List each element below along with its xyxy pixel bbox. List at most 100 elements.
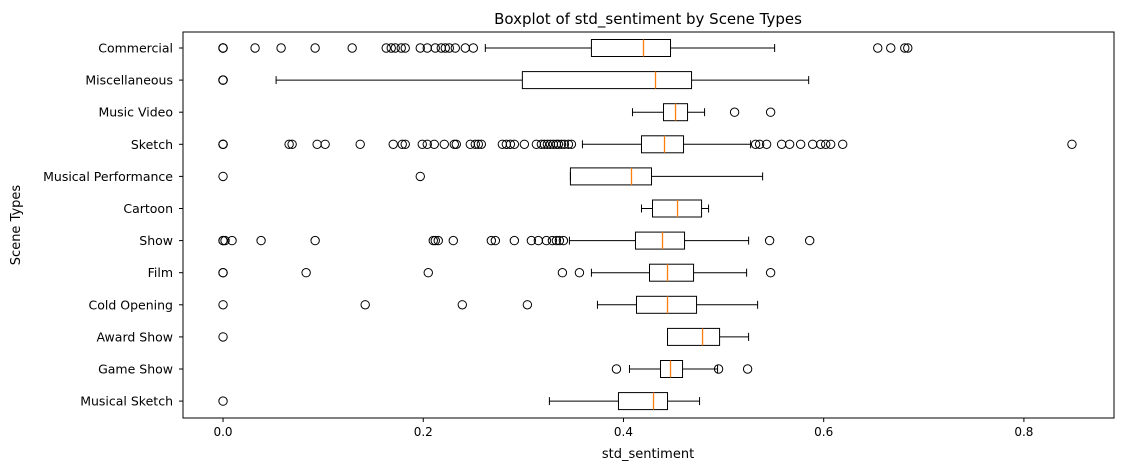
box-iqr (635, 295, 698, 314)
y-tick-label: Miscellaneous (85, 73, 173, 88)
outlier-point (713, 364, 724, 374)
outlier-point (301, 268, 311, 278)
outlier-point (320, 139, 330, 150)
outlier-point (310, 43, 320, 53)
y-axis-label: Scene Types (9, 185, 24, 266)
outlier-point (284, 139, 294, 150)
plot-area: 0.0 0.2 0.4 0.6 0.8 Commercial Miscellaneous Mu… (43, 39, 1077, 439)
outlier-point (220, 235, 230, 246)
outlier-point (509, 235, 520, 246)
box-iqr (617, 392, 669, 411)
outlier-point (218, 300, 228, 310)
outlier-point (541, 235, 552, 246)
outlier-point (820, 139, 831, 150)
outlier-point (825, 139, 836, 150)
outlier-point (360, 300, 370, 310)
outlier-point (250, 43, 260, 53)
box-iqr (590, 39, 672, 57)
outlier-point (430, 43, 440, 53)
outlier-point (900, 43, 910, 53)
box-iqr (640, 135, 685, 154)
outlier-point (218, 139, 228, 150)
outlier-point (795, 139, 806, 150)
outlier-point (444, 43, 454, 53)
x-tick-label: 0.4 (614, 425, 633, 439)
outlier-point (611, 364, 622, 374)
outlier-point (400, 43, 410, 53)
outlier-point (764, 235, 775, 246)
x-tick-label: 0.0 (213, 425, 232, 439)
y-tick-label: Commercial (98, 41, 173, 56)
outlier-point (754, 139, 765, 150)
outlier-point (563, 139, 574, 150)
outlier-point (784, 139, 795, 150)
outlier-point (439, 139, 449, 150)
outlier-point (886, 43, 896, 53)
outlier-point (1067, 139, 1077, 150)
outlier-point (729, 107, 740, 117)
outlier-point (218, 235, 228, 246)
y-tick-label: Cartoon (123, 201, 173, 216)
outlier-point (566, 139, 577, 150)
y-tick-label: Award Show (97, 329, 173, 344)
outlier-point (433, 235, 443, 246)
outlier-point (559, 139, 570, 150)
outlier-point (539, 139, 550, 150)
outlier-point (448, 235, 458, 246)
outlier-point (554, 235, 565, 246)
y-tick-label: Game Show (98, 362, 173, 377)
outlier-point (227, 235, 237, 246)
outlier-point (287, 139, 297, 150)
box-iqr (569, 167, 653, 186)
outlier-point (470, 139, 481, 150)
outlier-point (553, 139, 564, 150)
x-tick-label: 0.8 (1014, 425, 1033, 439)
box-iqr (521, 71, 693, 90)
outlier-point (807, 139, 818, 150)
outlier-point (490, 235, 501, 246)
outlier-point (430, 235, 440, 246)
outlier-point (390, 43, 400, 53)
outlier-point (804, 235, 815, 246)
outlier-point (397, 139, 407, 150)
box-iqr (660, 360, 684, 378)
outlier-point (468, 43, 479, 53)
outlier-point (574, 268, 585, 278)
y-tick-label: Show (139, 233, 173, 248)
outlier-point (509, 139, 520, 150)
x-tick-label: 0.2 (414, 425, 433, 439)
outlier-point (556, 139, 567, 150)
y-tick-label: Musical Performance (43, 169, 173, 184)
outlier-point (312, 139, 322, 150)
x-axis-label: std_sentiment (602, 447, 694, 462)
box-iqr (634, 231, 686, 250)
outlier-point (519, 139, 530, 150)
outlier-point (449, 139, 459, 150)
box-iqr (649, 263, 695, 282)
outlier-point (381, 43, 391, 53)
outlier-point (386, 43, 396, 53)
y-tick-label: Sketch (131, 137, 173, 152)
outlier-point (218, 396, 228, 406)
outlier-point (750, 139, 761, 150)
outlier-point (423, 268, 433, 278)
outlier-point (422, 139, 432, 150)
outlier-point (557, 268, 568, 278)
outlier-point (903, 43, 913, 53)
plot-frame (182, 31, 1115, 419)
outlier-point (776, 139, 787, 150)
box-iqr (667, 327, 721, 346)
outlier-point (218, 43, 228, 53)
outlier-point (428, 235, 438, 246)
chart-title: Boxplot of std_sentiment by Scene Types (494, 10, 802, 29)
outlier-point (551, 235, 562, 246)
y-tick-label: Cold Opening (89, 297, 173, 312)
outlier-point (218, 332, 228, 342)
outlier-point (465, 139, 476, 150)
outlier-point (460, 43, 471, 53)
outlier-point (256, 235, 266, 246)
outlier-point (276, 43, 286, 53)
outlier-point (522, 300, 533, 310)
outlier-point (218, 75, 228, 85)
